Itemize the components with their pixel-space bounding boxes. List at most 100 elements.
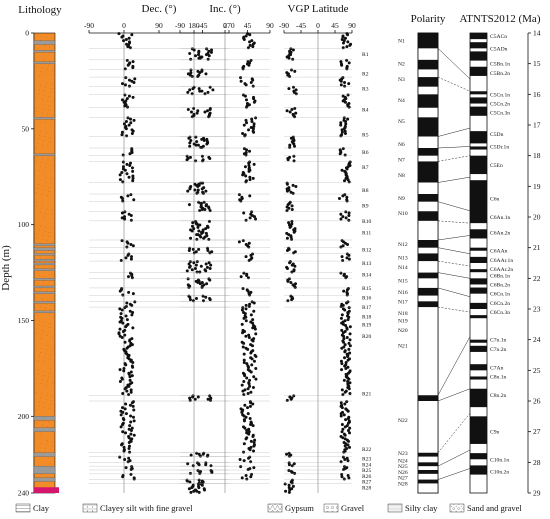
data-point: [339, 316, 343, 320]
lithology-gray-layer: [33, 253, 56, 256]
polarity-label: R2: [362, 71, 369, 77]
chron-label: C5Dn: [490, 132, 504, 138]
lithology-gray-layer: [33, 153, 56, 156]
age-tick-label: 23: [533, 305, 541, 314]
data-point: [120, 216, 124, 220]
data-point: [247, 164, 251, 168]
data-point: [242, 341, 246, 345]
x-tick-label: -45: [198, 21, 208, 30]
legend-label-clayey-silt: Clayey silt with fine gravel: [100, 503, 193, 513]
data-point: [290, 481, 294, 485]
data-point: [287, 486, 291, 490]
data-point: [345, 199, 349, 203]
data-point: [194, 135, 198, 139]
data-point: [348, 325, 352, 329]
x-tick-label: -90: [175, 21, 185, 30]
data-point: [124, 466, 128, 470]
data-point: [123, 407, 127, 411]
data-point: [242, 459, 246, 463]
data-point: [291, 484, 295, 488]
data-point: [341, 35, 345, 39]
data-point: [130, 132, 134, 136]
data-point: [342, 39, 346, 43]
polarity-label: N6: [398, 142, 405, 148]
data-point: [128, 450, 132, 454]
data-point: [127, 78, 131, 82]
data-point: [251, 78, 255, 82]
data-point: [294, 282, 298, 286]
data-point: [239, 465, 243, 469]
data-point: [348, 43, 352, 47]
data-point: [200, 207, 204, 211]
data-point: [347, 377, 351, 381]
data-point: [124, 402, 128, 406]
data-point: [129, 213, 133, 217]
data-point: [246, 365, 250, 369]
age-tick-label: 19: [533, 182, 541, 191]
age-tick-label: 26: [533, 397, 541, 406]
data-point: [125, 245, 129, 249]
data-point: [127, 36, 131, 40]
correlation-tie-line: [437, 247, 471, 255]
data-point: [120, 133, 124, 137]
data-point: [204, 295, 208, 299]
lithology-gray-layer: [33, 117, 56, 120]
correlation-tie-line: [437, 48, 471, 80]
data-point: [290, 204, 294, 208]
correlation-tie-line: [437, 76, 471, 92]
data-point: [131, 365, 135, 369]
data-point: [128, 164, 132, 168]
data-point: [342, 477, 346, 481]
data-point: [120, 98, 124, 102]
data-point: [121, 430, 125, 434]
lithology-gray-layer: [33, 466, 56, 474]
polarity-label: R21: [362, 391, 372, 397]
polarity-label: R24: [362, 462, 372, 468]
atnts-normal-chron: [470, 229, 487, 239]
chron-label: C10n.1n: [490, 457, 509, 463]
data-point: [207, 219, 211, 223]
chron-label: C5Dr.1n: [490, 144, 509, 150]
lithology-gray-layer: [33, 40, 56, 45]
data-point: [252, 466, 256, 470]
data-point: [186, 90, 190, 94]
data-point: [294, 185, 298, 189]
data-point: [343, 100, 347, 104]
data-point: [248, 194, 252, 198]
age-tick-label: 29: [533, 489, 541, 498]
polarity-label: R14: [362, 273, 372, 279]
data-point: [344, 276, 348, 280]
data-point: [348, 426, 352, 430]
legend-swatch-clay: [15, 503, 31, 513]
data-point: [196, 143, 200, 147]
polarity-reversed-chron: [418, 136, 438, 148]
data-point: [121, 410, 125, 414]
data-point: [131, 176, 135, 180]
data-point: [191, 395, 195, 399]
atnts-normal-chron: [470, 42, 487, 49]
data-point: [251, 424, 255, 428]
data-point: [242, 352, 246, 356]
polarity-reversed-chron: [418, 307, 438, 396]
data-point: [283, 482, 287, 486]
data-point: [207, 261, 211, 265]
polarity-reversed-chron: [418, 295, 438, 302]
data-point: [128, 403, 132, 407]
chron-label: C6n: [490, 197, 500, 203]
data-point: [340, 430, 344, 434]
data-point: [247, 305, 251, 309]
polarity-label: R22: [362, 447, 372, 453]
data-point: [345, 456, 349, 460]
data-point: [247, 430, 251, 434]
chron-label: C7n.2n: [490, 347, 507, 353]
data-point: [120, 377, 124, 381]
data-point: [346, 312, 350, 316]
data-point: [290, 219, 294, 223]
polarity-label: R26: [362, 474, 372, 480]
legend-swatch-silty-clay: [387, 503, 403, 513]
data-point: [121, 160, 125, 164]
data-point: [131, 292, 135, 296]
polarity-label: N12: [398, 242, 408, 248]
data-point: [130, 313, 134, 317]
data-point: [344, 360, 348, 364]
